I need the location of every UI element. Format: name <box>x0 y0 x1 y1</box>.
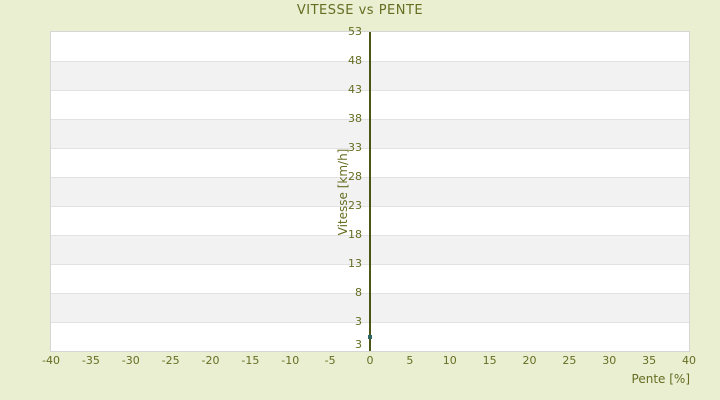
x-tick-label: -25 <box>161 354 180 367</box>
x-tick-label: -35 <box>81 354 100 367</box>
x-tick-label: 25 <box>562 354 577 367</box>
y-tick-label: 53 <box>348 25 362 38</box>
data-point <box>368 334 372 339</box>
y-axis-line <box>369 32 371 351</box>
x-tick-label: -15 <box>241 354 260 367</box>
x-tick-label: 35 <box>642 354 657 367</box>
y-tick-label: 33 <box>348 141 362 154</box>
x-tick-label: -10 <box>281 354 300 367</box>
x-tick-label: -40 <box>42 354 60 367</box>
x-tick-label: 10 <box>442 354 457 367</box>
y-tick-label: 28 <box>348 170 362 183</box>
chart-title: VITESSE vs PENTE <box>296 3 424 18</box>
y-tick-label: 43 <box>348 83 362 96</box>
y-axis-min-label: 3 <box>355 338 362 351</box>
y-tick-label: 13 <box>348 257 362 270</box>
y-tick-label: 48 <box>348 54 362 67</box>
x-tick-label: -5 <box>324 354 336 367</box>
y-axis-title: Vitesse [km/h] <box>336 148 350 235</box>
x-tick-label: 0 <box>366 354 374 367</box>
x-tick-label: 15 <box>482 354 497 367</box>
x-tick-label: -30 <box>121 354 140 367</box>
plot-area: 53 48 43 38 33 28 23 18 13 8 3 3 Vitesse [km/h] <box>50 25 690 352</box>
x-axis-title: Pente [%] <box>631 372 690 386</box>
x-tick-label: 5 <box>406 354 414 367</box>
x-tick-label: 30 <box>602 354 617 367</box>
y-tick-label: 8 <box>355 286 362 299</box>
y-tick-label: 3 <box>355 315 362 328</box>
y-tick-label: 38 <box>348 112 362 125</box>
y-tick-label: 18 <box>348 228 362 241</box>
x-tick-label: 40 <box>682 354 696 367</box>
x-tick-label: 20 <box>522 354 537 367</box>
x-tick-label: -20 <box>201 354 220 367</box>
y-tick-label: 23 <box>348 199 362 212</box>
